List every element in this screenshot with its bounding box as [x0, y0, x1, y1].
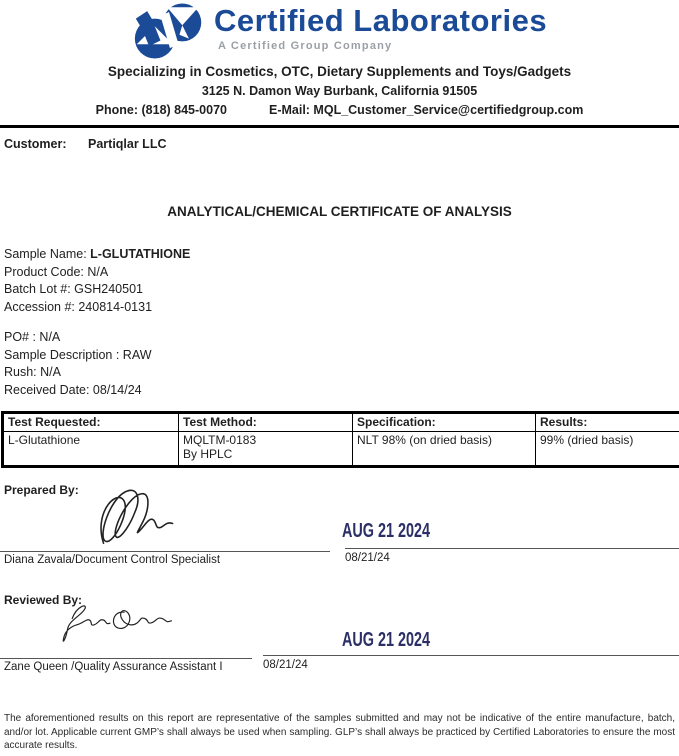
- results-table-data-row: L-Glutathione MQLTM-0183 By HPLC NLT 98%…: [2, 431, 679, 467]
- logo-company-name: Certified Laboratories: [213, 3, 548, 38]
- header-address: 3125 N. Damon Way Burbank, California 91…: [201, 84, 478, 98]
- reviewed-date-line: [263, 655, 679, 656]
- document-title: ANALYTICAL/CHEMICAL CERTIFICATE OF ANALY…: [167, 204, 512, 219]
- prepared-date-text: 08/21/24: [345, 552, 390, 564]
- header-contact-line: Phone: (818) 845-0070 E-Mail: MQL_Custom…: [0, 103, 679, 117]
- customer-row: Customer: Partiqlar LLC: [4, 137, 167, 151]
- sample-name-value: L-GLUTATHIONE: [90, 247, 191, 261]
- product-code-line: Product Code: N/A: [4, 264, 109, 279]
- customer-label: Customer:: [4, 137, 67, 151]
- cell-results: 99% (dried basis): [535, 431, 679, 467]
- results-table-header-row: Test Requested: Test Method: Specificati…: [2, 412, 679, 432]
- po-line: PO# : N/A: [4, 330, 61, 344]
- footer-disclaimer: The aforementioned results on this repor…: [4, 713, 675, 751]
- logo-tagline: A Certified Group Company: [217, 40, 393, 52]
- rush-line: Rush: N/A: [4, 365, 61, 379]
- prepared-name-title: Diana Zavala/Document Control Specialist: [4, 554, 221, 566]
- reviewed-by-signature: [62, 605, 172, 642]
- header-email: E-Mail: MQL_Customer_Service@certifiedgr…: [268, 103, 584, 117]
- batch-lot-line: Batch Lot #: GSH240501: [4, 282, 143, 296]
- cell-specification: NLT 98% (on dried basis): [352, 431, 536, 467]
- reviewed-by-label: Reviewed By:: [4, 593, 83, 607]
- reviewed-date-text: 08/21/24: [263, 659, 308, 671]
- sample-name-line: Sample Name: L-GLUTATHIONE: [4, 247, 191, 261]
- col-header-specification: Specification:: [352, 412, 536, 432]
- header-specialties: Specializing in Cosmetics, OTC, Dietary …: [107, 64, 572, 79]
- reviewed-signature-line: [0, 658, 252, 659]
- prepared-by-label: Prepared By:: [4, 483, 79, 497]
- header-phone: Phone: (818) 845-0070: [95, 103, 227, 117]
- prepared-by-signature: [100, 489, 174, 544]
- results-table: Test Requested: Test Method: Specificati…: [1, 411, 679, 468]
- sample-info-block: Sample Name: L-GLUTATHIONE Product Code:…: [4, 246, 190, 316]
- header-divider: [0, 125, 679, 128]
- prepared-signature-line: [0, 551, 330, 552]
- received-date-line: Received Date: 08/14/24: [4, 382, 142, 397]
- reviewed-name-title: Zane Queen /Quality Assurance Assistant …: [4, 661, 223, 673]
- order-info-block: PO# : N/A Sample Description : RAW Rush:…: [4, 329, 152, 399]
- reviewed-date-stamp: AUG 21 2024: [342, 629, 431, 651]
- prepared-date-stamp: AUG 21 2024: [342, 520, 431, 542]
- col-header-test-method: Test Method:: [178, 412, 353, 432]
- col-header-results: Results:: [535, 412, 679, 432]
- cell-test-requested: L-Glutathione: [2, 431, 179, 467]
- cell-test-method: MQLTM-0183 By HPLC: [178, 431, 353, 467]
- accession-line: Accession #: 240814-0131: [4, 299, 153, 314]
- prepared-date-line: [345, 548, 679, 549]
- customer-name: Partiqlar LLC: [88, 137, 167, 151]
- header-logo: Certified Laboratories A Certified Group…: [0, 2, 679, 60]
- col-header-test-requested: Test Requested:: [2, 412, 179, 432]
- sample-description-line: Sample Description : RAW: [4, 347, 152, 362]
- certified-laboratories-logo-icon: [134, 3, 202, 59]
